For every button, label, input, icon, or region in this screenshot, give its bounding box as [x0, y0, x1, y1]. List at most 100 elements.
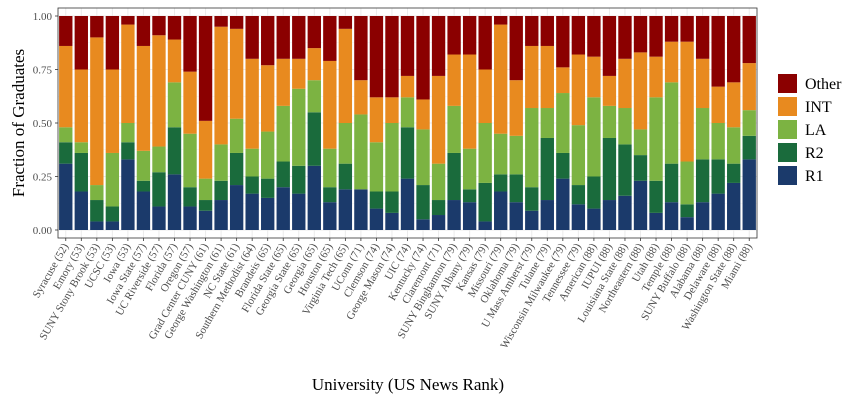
bar-segment-int	[167, 39, 182, 83]
bar-segment-r2	[183, 187, 197, 207]
bar-segment-la	[105, 152, 120, 207]
bar-segment-r2	[525, 187, 539, 211]
bar-segment-la	[167, 82, 182, 128]
bar-segment-other	[727, 16, 741, 83]
bar-segment-r2	[727, 163, 741, 183]
bar-segment-r1	[618, 195, 632, 230]
bar-segment-other	[680, 16, 694, 42]
y-axis-title: Fraction of Graduates	[9, 49, 28, 197]
bar-segment-r2	[431, 200, 446, 216]
bar-segment-la	[742, 110, 756, 136]
bar-segment-r1	[664, 202, 679, 230]
bar-segment-la	[385, 123, 399, 192]
bar-segment-r2	[198, 200, 213, 211]
bar-segment-r2	[323, 187, 337, 203]
bar-segment-la	[59, 127, 73, 143]
bar-segment-other	[354, 16, 368, 81]
bar-segment-r1	[556, 178, 570, 230]
bar-segment-r2	[105, 206, 120, 222]
bar-segment-r2	[540, 137, 554, 201]
bar-segment-int	[649, 56, 663, 98]
bar-segment-other	[385, 16, 399, 98]
bar-segment-int	[400, 75, 415, 98]
bar-segment-r1	[509, 202, 523, 230]
y-tick-label: 0.00	[33, 225, 53, 237]
bar-segment-r2	[59, 142, 73, 164]
bar-segment-la	[494, 133, 508, 175]
y-tick-label: 1.00	[33, 11, 53, 23]
bar-segment-r1	[571, 204, 586, 230]
bar-segment-int	[152, 35, 166, 147]
bar-segment-int	[525, 45, 539, 109]
bar-segment-int	[323, 60, 337, 149]
bar-segment-other	[447, 16, 461, 55]
bar-segment-other	[540, 16, 554, 46]
legend-label-la: LA	[805, 122, 827, 139]
bar-segment-other	[229, 16, 244, 29]
bar-segment-r1	[338, 189, 353, 230]
bar-segment-r2	[649, 180, 663, 213]
bar-segment-r2	[121, 142, 135, 160]
bar-segment-r2	[618, 144, 632, 196]
bar-segment-r1	[680, 217, 694, 230]
bar-segment-other	[245, 16, 259, 59]
bar-segment-r2	[152, 172, 166, 207]
bar-segment-int	[121, 24, 135, 124]
bar-segment-la	[431, 163, 446, 201]
bar-segment-int	[136, 45, 151, 151]
bar-segment-r1	[587, 208, 601, 230]
bar-segment-int	[695, 58, 710, 109]
bar-segment-la	[183, 133, 197, 188]
bar-segment-int	[509, 80, 523, 136]
bar-segment-int	[618, 58, 632, 109]
bar-segment-r1	[400, 178, 415, 230]
bar-segment-la	[229, 118, 244, 153]
bar-segment-r1	[198, 210, 213, 230]
bar-segment-la	[587, 97, 601, 177]
bar-segment-int	[105, 69, 120, 153]
bar-segment-other	[602, 16, 617, 76]
bar-segment-r2	[633, 155, 648, 181]
bar-segment-r1	[431, 215, 446, 230]
bar-segment-r1	[525, 210, 539, 230]
bar-segment-int	[633, 52, 648, 130]
bar-segment-r2	[369, 191, 384, 209]
bar-segment-r1	[602, 200, 617, 230]
bar-segment-other	[90, 16, 104, 38]
bar-segment-r2	[695, 159, 710, 203]
bar-segment-la	[462, 148, 477, 190]
bar-segment-r1	[105, 221, 120, 230]
bar-segment-r1	[167, 174, 182, 230]
bar-segment-r2	[292, 165, 306, 194]
bar-segment-other	[74, 16, 88, 70]
bar-segment-int	[478, 69, 492, 123]
bar-segment-other	[618, 16, 632, 59]
bar-segment-int	[602, 75, 617, 106]
bar-segment-r1	[59, 163, 73, 230]
bar-segment-r2	[571, 185, 586, 205]
bar-segment-r2	[556, 152, 570, 179]
bar-segment-other	[369, 16, 384, 98]
bar-segment-int	[727, 82, 741, 128]
bar-segment-other	[261, 16, 275, 66]
bar-segment-other	[136, 16, 151, 46]
bar-segment-r1	[90, 221, 104, 230]
bar-segment-r2	[711, 159, 725, 194]
bar-segment-other	[742, 16, 756, 64]
bar-segment-r2	[90, 200, 104, 222]
bar-segment-r2	[587, 176, 601, 209]
bar-segment-other	[121, 16, 135, 25]
legend-swatch-int	[778, 97, 797, 116]
bar-segment-other	[105, 16, 120, 70]
bar-segment-r2	[261, 178, 275, 198]
bar-segment-r2	[214, 180, 228, 201]
bar-segment-r2	[245, 176, 259, 194]
bar-segment-r1	[742, 159, 756, 230]
bar-segment-r1	[385, 212, 399, 230]
bar-segment-r1	[214, 200, 228, 230]
bar-segment-int	[369, 97, 384, 143]
bar-segment-la	[152, 146, 166, 173]
bar-segment-other	[664, 16, 679, 42]
bar-segment-r1	[727, 182, 741, 230]
